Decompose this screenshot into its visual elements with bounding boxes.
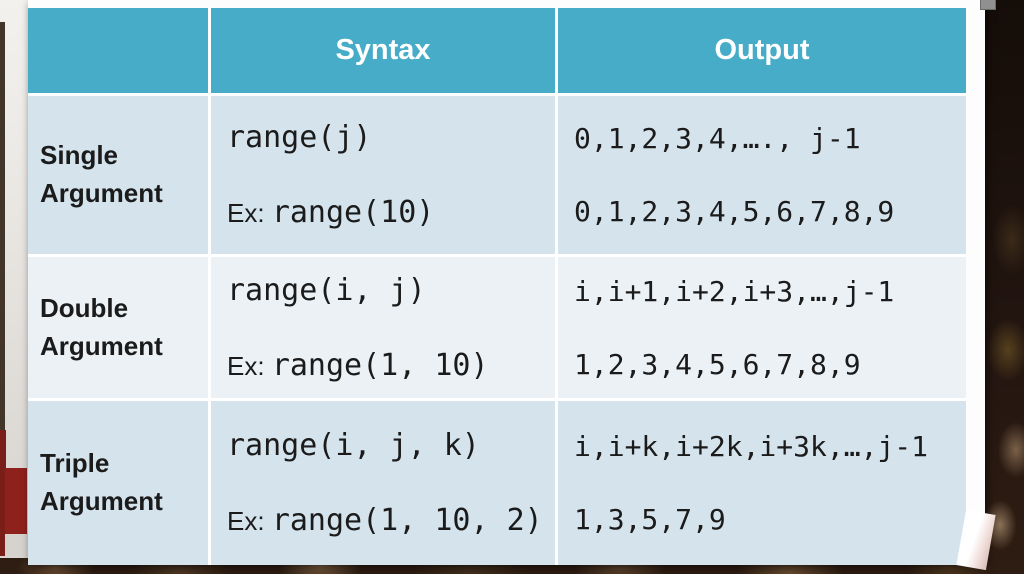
syntax-code: range(i, j, k)	[227, 428, 480, 463]
example-code: range(1, 10, 2)	[271, 503, 543, 538]
row-label-double-argument: Double Argument	[28, 257, 208, 398]
example-spacer	[265, 351, 272, 381]
example-prefix: Ex:	[227, 350, 265, 381]
example-prefix: Ex:	[227, 198, 265, 228]
slide: Syntax Output Single Argument range(j) E…	[28, 0, 985, 565]
syntax-cell-triple: range(i, j, k) Ex: range(1, 10, 2)	[211, 401, 555, 565]
syntax-cell-double: range(i, j) Ex: range(1, 10)	[211, 257, 555, 398]
header-cell-empty	[28, 8, 208, 93]
example-spacer	[265, 198, 272, 228]
page-edge-strip	[0, 0, 28, 558]
resize-handle-icon[interactable]	[980, 0, 996, 10]
syntax-code: range(i, j)	[227, 272, 426, 308]
syntax-code: range(j)	[227, 120, 372, 155]
page-edge-bottom	[5, 534, 27, 556]
page-edge-shadow	[0, 22, 5, 430]
example-code: range(1, 10)	[271, 347, 489, 383]
output-example: 1,3,5,7,9	[574, 503, 726, 536]
row-label-triple-argument: Triple Argument	[28, 401, 208, 565]
header-cell-output: Output	[558, 8, 966, 93]
example-prefix: Ex:	[227, 506, 265, 536]
header-cell-syntax: Syntax	[211, 8, 555, 93]
syntax-example: Ex: range(1, 10, 2)	[227, 503, 555, 538]
example-code: range(10)	[271, 195, 435, 230]
output-cell-double: i,i+1,i+2,i+3,…,j-1 1,2,3,4,5,6,7,8,9	[558, 257, 966, 398]
output-general: 0,1,2,3,4,…., j-1	[574, 122, 861, 155]
output-general: i,i+k,i+2k,i+3k,…,j-1	[574, 430, 929, 463]
output-general: i,i+1,i+2,i+3,…,j-1	[574, 274, 895, 308]
output-example: 0,1,2,3,4,5,6,7,8,9	[574, 195, 895, 228]
output-example: 1,2,3,4,5,6,7,8,9	[574, 347, 861, 381]
row-label-single-argument: Single Argument	[28, 96, 208, 254]
background-red-wall	[5, 468, 27, 534]
output-cell-triple: i,i+k,i+2k,i+3k,…,j-1 1,3,5,7,9	[558, 401, 966, 565]
output-cell-single: 0,1,2,3,4,…., j-1 0,1,2,3,4,5,6,7,8,9	[558, 96, 966, 254]
background-red-edge	[0, 430, 6, 556]
range-function-table: Syntax Output Single Argument range(j) E…	[28, 8, 966, 565]
example-spacer	[265, 506, 272, 536]
syntax-example: Ex: range(10)	[227, 195, 555, 230]
syntax-example: Ex: range(1, 10)	[227, 348, 555, 383]
syntax-cell-single: range(j) Ex: range(10)	[211, 96, 555, 254]
